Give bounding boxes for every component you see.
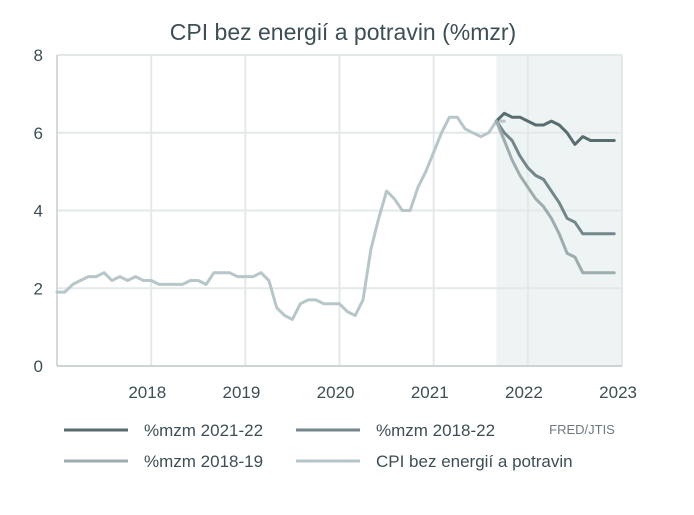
legend-label: CPI bez energií a potravin <box>376 452 573 471</box>
chart-source: FRED/JTIS <box>549 422 615 437</box>
series-line-0 <box>55 115 506 321</box>
chart-title: CPI bez energií a potravin (%mzr) <box>170 19 516 45</box>
series-line-3 <box>494 119 616 275</box>
y-tick-label: 0 <box>34 357 43 376</box>
x-tick-label: 2023 <box>599 383 637 402</box>
series-line-1 <box>494 111 616 146</box>
series-line-2 <box>494 119 616 236</box>
legend-label: %mzm 2021-22 <box>144 421 263 440</box>
y-tick-label: 4 <box>34 202 43 221</box>
y-tick-label: 2 <box>34 279 43 298</box>
plot-area: 0 2 4 6 8 2018 2019 2020 2021 2022 2023 <box>34 46 637 402</box>
x-tick-label: 2018 <box>128 383 166 402</box>
legend: %mzm 2021-22 %mzm 2018-22 %mzm 2018-19 CPI … <box>64 421 573 471</box>
x-tick-label: 2021 <box>411 383 449 402</box>
x-tick-label: 2020 <box>317 383 355 402</box>
y-tick-label: 8 <box>34 46 43 65</box>
y-tick-label: 6 <box>34 124 43 143</box>
x-tick-label: 2022 <box>505 383 543 402</box>
legend-label: %mzm 2018-19 <box>144 452 263 471</box>
x-tick-label: 2019 <box>222 383 260 402</box>
legend-label: %mzm 2018-22 <box>376 421 495 440</box>
